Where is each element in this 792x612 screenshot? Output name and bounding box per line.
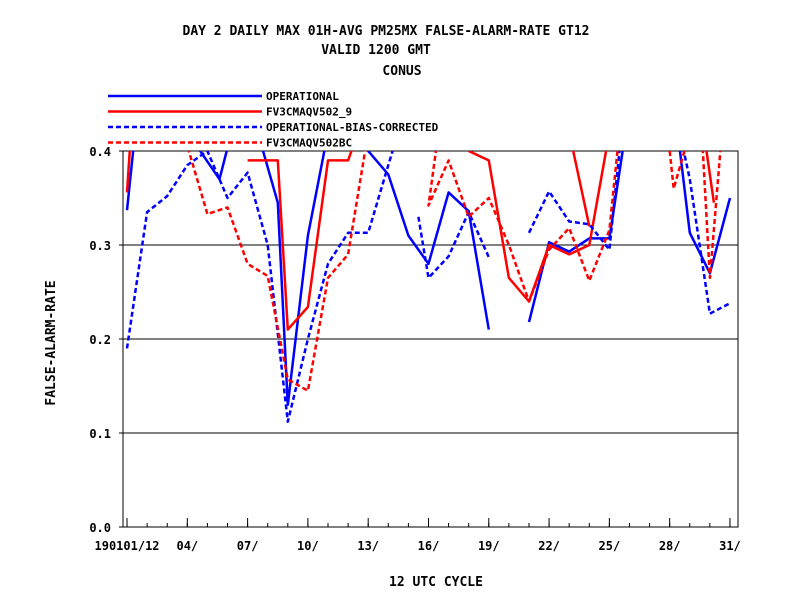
x-tick-label: 190101/12 bbox=[95, 539, 160, 553]
x-tick-label: 31/ bbox=[719, 539, 741, 553]
chart-title-line-2: VALID 1200 GMT bbox=[321, 43, 431, 58]
legend: OPERATIONAL FV3CMAQV502_9 OPERATIONAL-BIAS… bbox=[108, 90, 439, 150]
series-line bbox=[125, 151, 394, 423]
x-tick-label: 28/ bbox=[659, 539, 681, 553]
legend-label: FV3CMAQV502_9 bbox=[266, 106, 352, 119]
series-line bbox=[198, 151, 228, 181]
legend-label: OPERATIONAL bbox=[266, 90, 339, 103]
x-tick-label: 19/ bbox=[478, 539, 500, 553]
x-axis-label: 12 UTC CYCLE bbox=[389, 575, 483, 590]
legend-label: FV3CMAQV502BC bbox=[266, 137, 352, 150]
x-tick-label: 10/ bbox=[297, 539, 319, 553]
series-lines bbox=[125, 151, 732, 423]
series-line bbox=[701, 151, 722, 280]
series-line bbox=[125, 151, 135, 211]
y-tick-label: 0.4 bbox=[89, 145, 111, 159]
x-tick-label: 16/ bbox=[418, 539, 440, 553]
series-line bbox=[125, 151, 132, 193]
y-axis-ticks: 0.0 0.1 0.2 0.3 0.4 bbox=[89, 145, 123, 535]
x-tick-label: 25/ bbox=[599, 539, 621, 553]
x-axis-ticks: 190101/12 04/07/10/13/16/19/22/25/28/31/ bbox=[95, 518, 741, 553]
series-line bbox=[668, 151, 686, 190]
legend-label: OPERATIONAL-BIAS-CORRECTED bbox=[266, 121, 439, 134]
series-line bbox=[367, 151, 491, 330]
series-line bbox=[417, 210, 490, 280]
series-line bbox=[427, 151, 619, 303]
x-tick-label: 13/ bbox=[357, 539, 379, 553]
y-tick-label: 0.1 bbox=[89, 427, 111, 441]
y-tick-label: 0.2 bbox=[89, 333, 111, 347]
series-line bbox=[187, 151, 367, 392]
series-line bbox=[678, 151, 732, 275]
series-line bbox=[527, 151, 621, 251]
x-tick-label: 22/ bbox=[538, 539, 560, 553]
gridlines bbox=[123, 244, 738, 434]
x-tick-label: 07/ bbox=[237, 539, 259, 553]
chart-title-line-3: CONUS bbox=[382, 64, 421, 79]
x-tick-label: 04/ bbox=[176, 539, 198, 553]
y-tick-label: 0.0 bbox=[89, 521, 111, 535]
series-line bbox=[705, 151, 716, 203]
y-tick-label: 0.3 bbox=[89, 239, 111, 253]
series-line bbox=[682, 151, 731, 315]
series-line bbox=[527, 151, 624, 323]
y-axis-label: FALSE-ALARM-RATE bbox=[44, 280, 59, 405]
chart-title-line-1: DAY 2 DAILY MAX 01H-AVG PM25MX FALSE-ALA… bbox=[183, 24, 590, 39]
series-line bbox=[468, 151, 608, 303]
series-line bbox=[571, 151, 591, 227]
series-line bbox=[261, 151, 326, 407]
series-line bbox=[247, 151, 353, 331]
